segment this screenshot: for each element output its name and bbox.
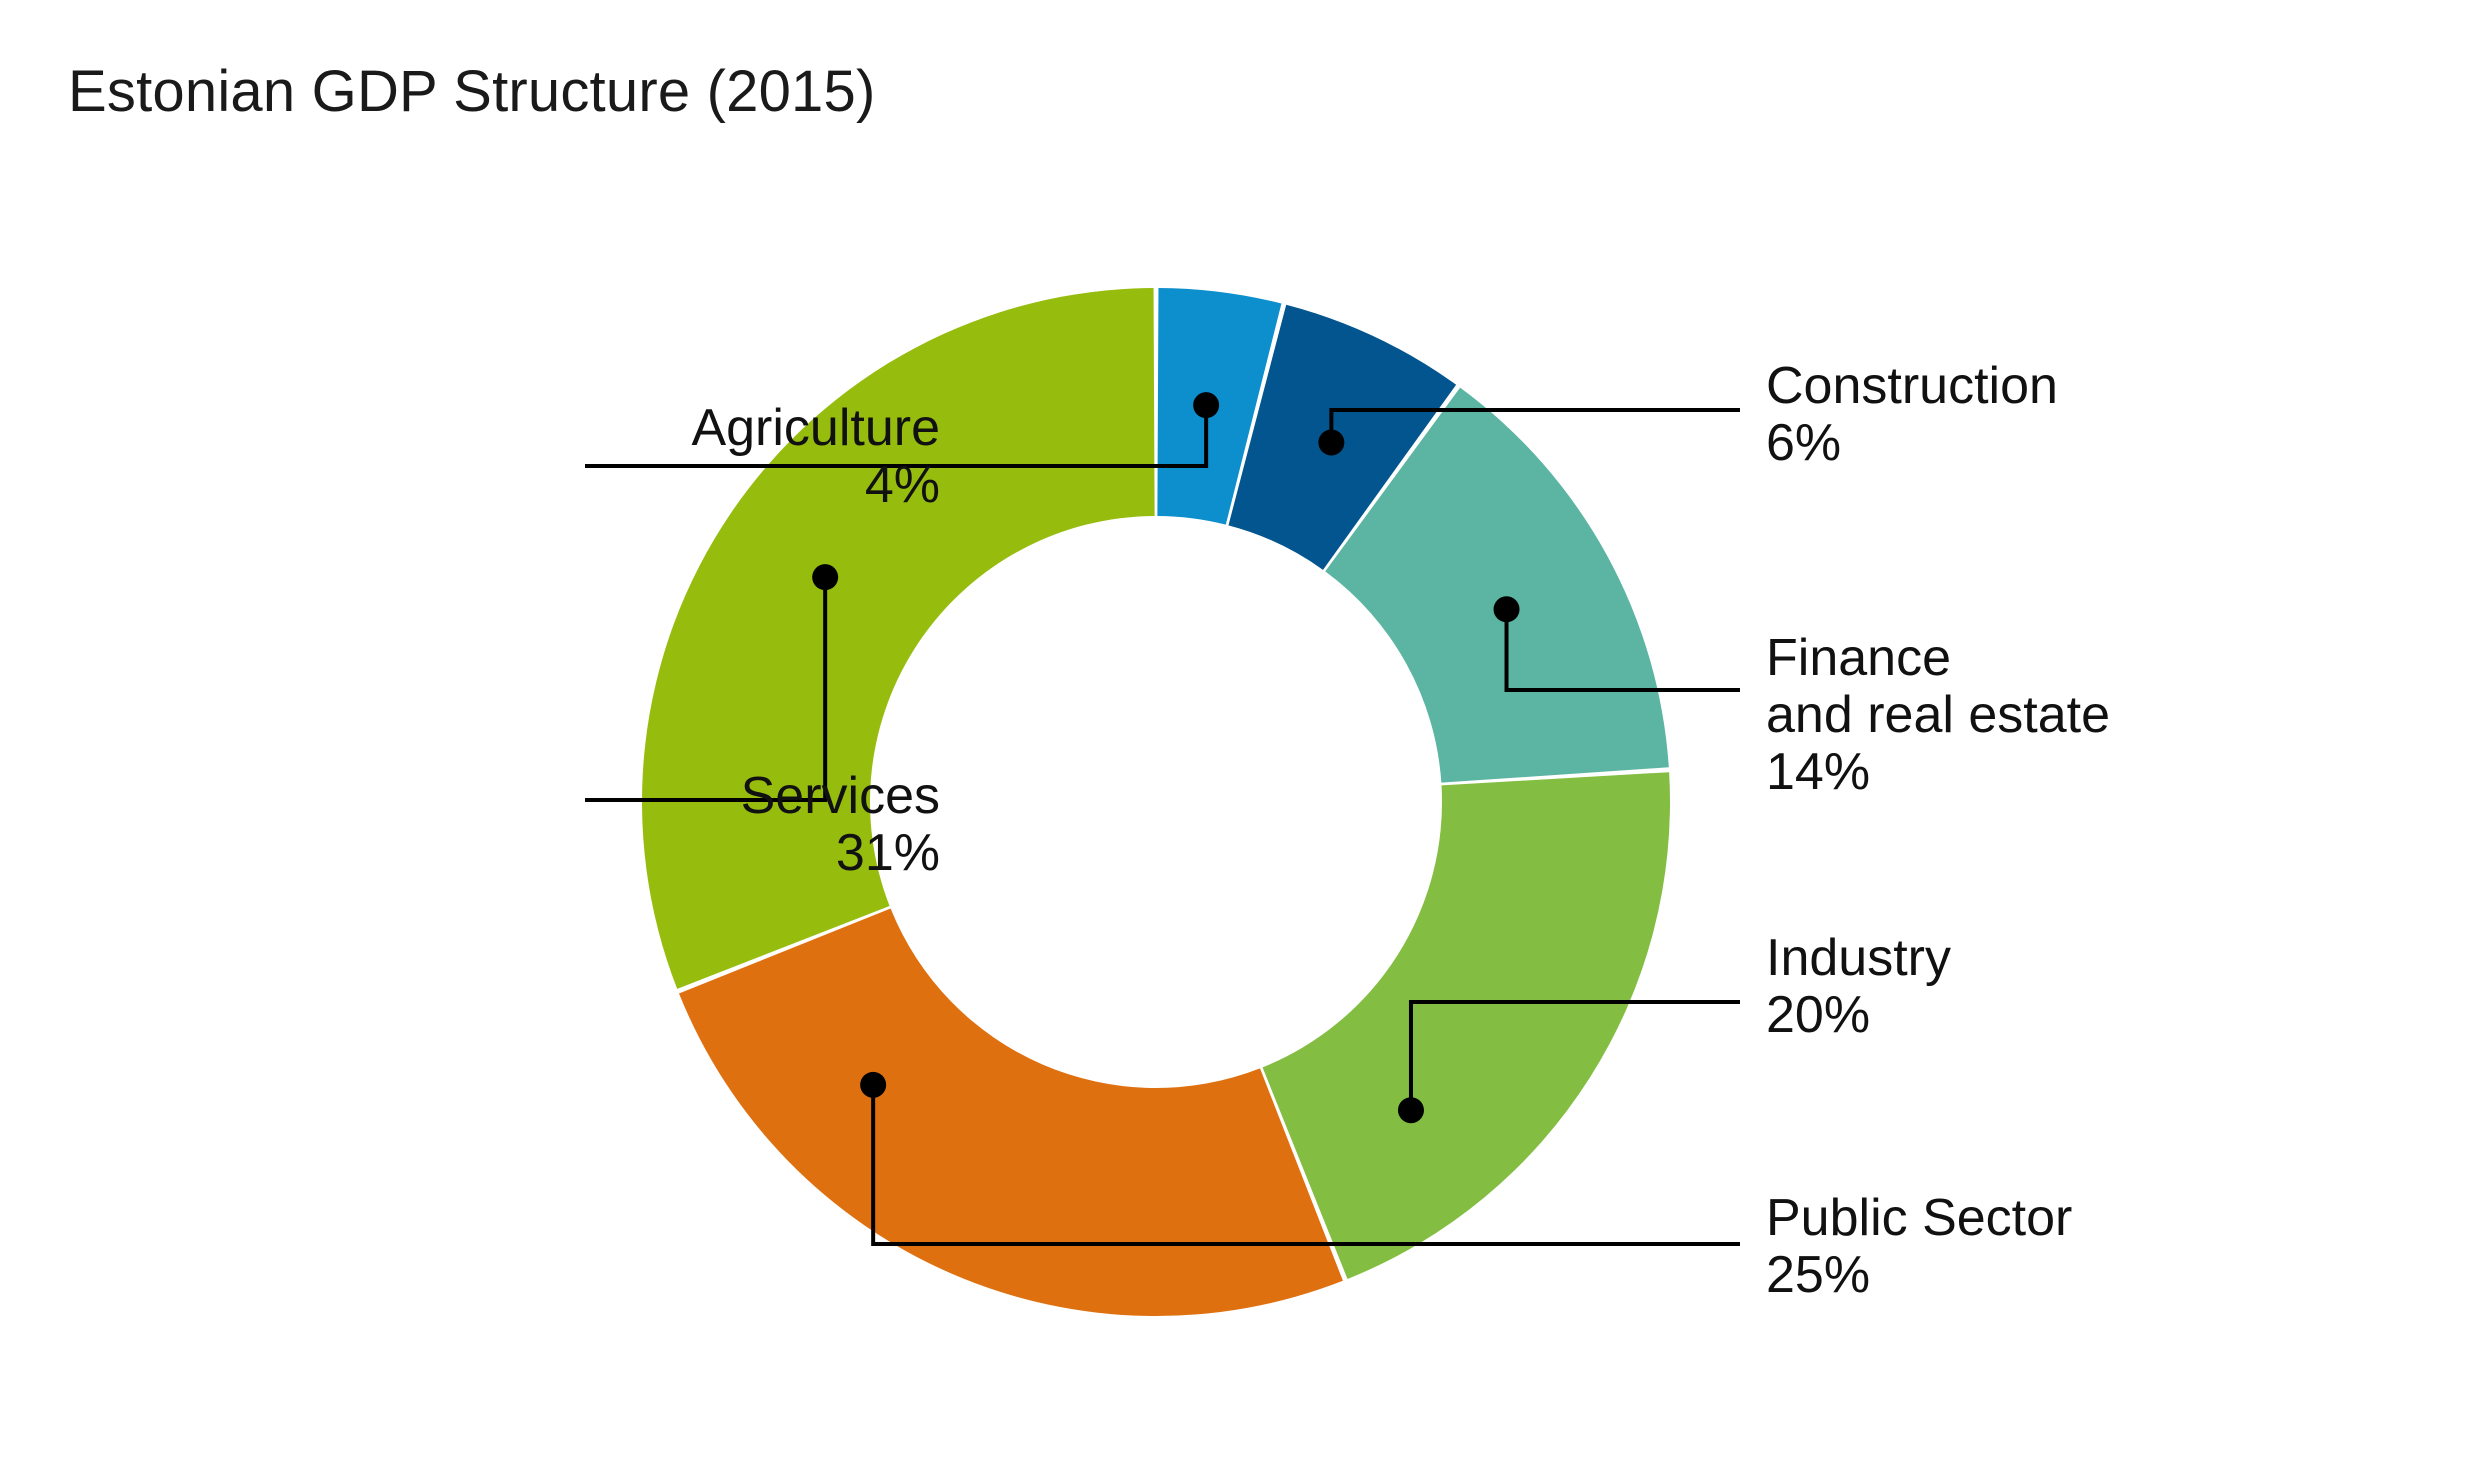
callout-dot-industry [1397, 1097, 1424, 1124]
callout-dot-public-sector [860, 1071, 887, 1098]
callout-label-services: Services 31% [740, 767, 940, 883]
callout-dot-construction [1318, 429, 1345, 456]
donut-slice-industry[interactable] [1262, 772, 1670, 1279]
donut-slice-public-sector[interactable] [679, 908, 1343, 1316]
callout-dot-finance-and-real-estate [1493, 596, 1520, 623]
callout-label-public-sector: Public Sector 25% [1766, 1189, 2073, 1305]
callout-label-agriculture: Agriculture 4% [691, 399, 940, 515]
donut-slice-finance-and-real-estate[interactable] [1325, 387, 1669, 783]
callout-label-industry: Industry 20% [1766, 929, 1951, 1045]
page-title: Estonian GDP Structure (2015) [68, 59, 876, 124]
donut-slice-services[interactable] [641, 288, 1155, 989]
leader-lines [585, 392, 1740, 1246]
callout-label-finance: Finance and real estate 14% [1766, 629, 2111, 802]
callout-label-construction: Construction 6% [1766, 357, 2058, 473]
callout-dot-services [812, 564, 839, 591]
leader-line-industry [1408, 1000, 1740, 1111]
callout-dot-agriculture [1193, 392, 1220, 419]
leader-line-finance-and-real-estate [1504, 609, 1740, 692]
leader-line-public-sector [871, 1084, 1740, 1246]
leader-line-services [585, 577, 828, 802]
leader-line-agriculture [585, 405, 1209, 468]
